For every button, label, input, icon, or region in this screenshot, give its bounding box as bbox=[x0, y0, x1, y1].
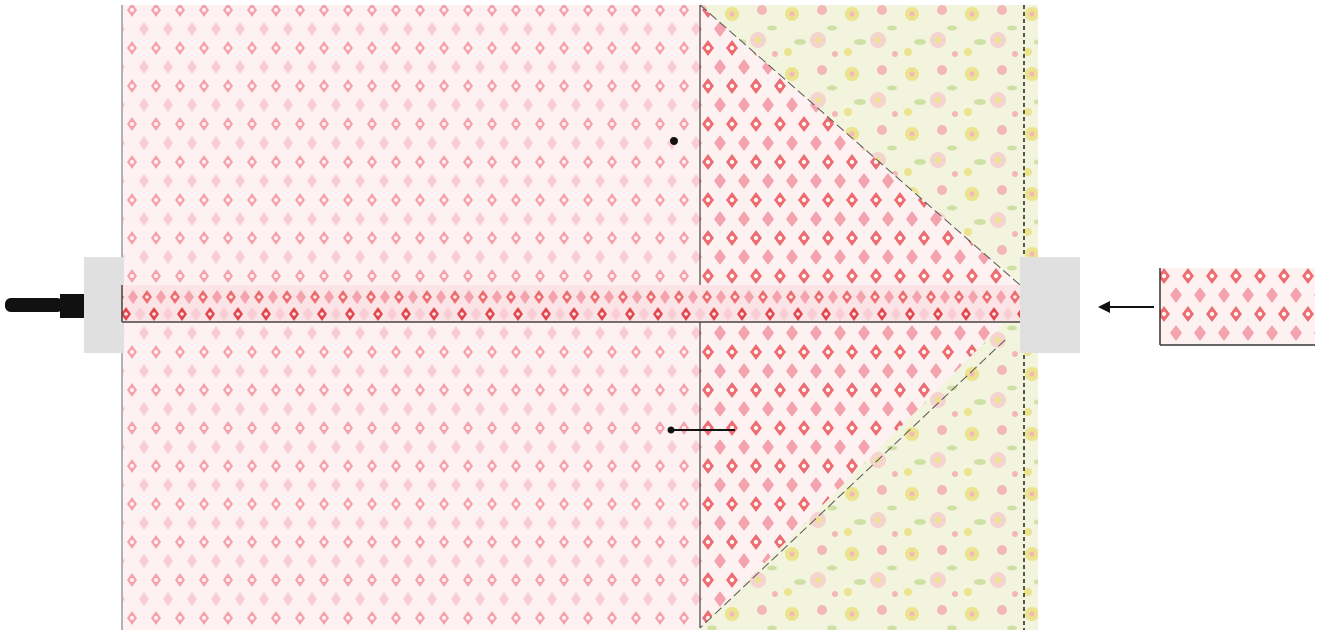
center-strip bbox=[122, 285, 1020, 322]
clamp-icon bbox=[5, 294, 84, 318]
left-arrow-icon bbox=[1098, 301, 1154, 313]
left-ruler-block bbox=[84, 257, 124, 353]
lower-diagonal-seam bbox=[699, 339, 1006, 629]
lower-triangle-panel bbox=[700, 322, 1005, 628]
right-ruler-ticks bbox=[1040, 292, 1076, 302]
upper-diagonal-seam bbox=[699, 4, 1021, 286]
dot-icon bbox=[670, 137, 678, 145]
inset-swatch bbox=[1159, 268, 1315, 346]
right-ruler-block bbox=[1020, 257, 1080, 353]
leader-line-icon bbox=[667, 426, 735, 434]
left-ruler-ticks bbox=[86, 292, 122, 302]
